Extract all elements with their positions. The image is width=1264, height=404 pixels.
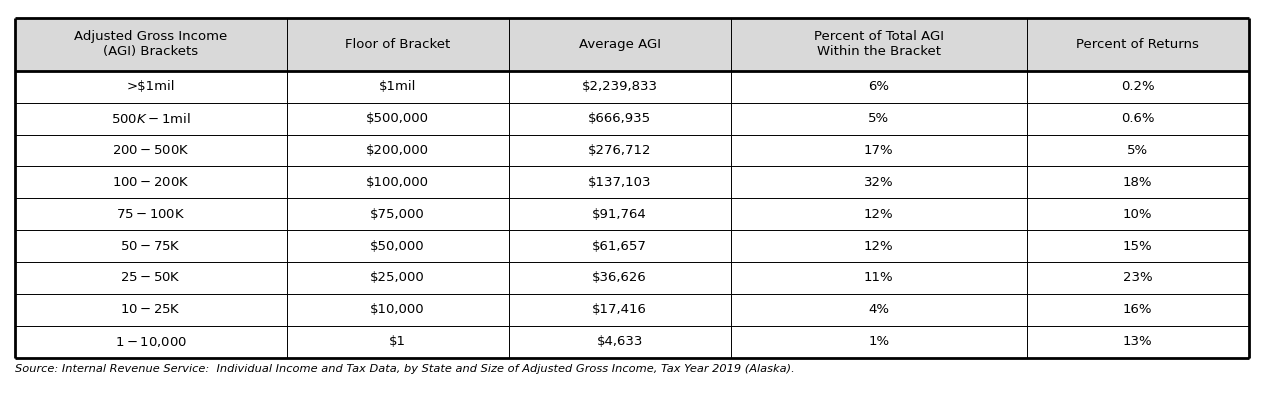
Text: 18%: 18%: [1122, 176, 1153, 189]
Text: Percent of Total AGI
Within the Bracket: Percent of Total AGI Within the Bracket: [814, 30, 944, 59]
Text: $200,000: $200,000: [367, 144, 428, 157]
Text: 5%: 5%: [868, 112, 890, 125]
Text: $25 - $50K: $25 - $50K: [120, 271, 181, 284]
Bar: [15, 135, 1249, 166]
Text: 0.2%: 0.2%: [1121, 80, 1154, 93]
Text: $500K - $1mil: $500K - $1mil: [111, 112, 191, 126]
Text: Average AGI: Average AGI: [579, 38, 661, 51]
Text: $100 - $200K: $100 - $200K: [112, 176, 190, 189]
Text: $75 - $100K: $75 - $100K: [116, 208, 186, 221]
Text: 10%: 10%: [1122, 208, 1153, 221]
Text: 16%: 16%: [1122, 303, 1153, 316]
Bar: [15, 71, 1249, 103]
Text: $100,000: $100,000: [367, 176, 428, 189]
Text: $500,000: $500,000: [367, 112, 428, 125]
Text: 32%: 32%: [863, 176, 894, 189]
Text: 1%: 1%: [868, 335, 890, 348]
Text: $91,764: $91,764: [593, 208, 647, 221]
Text: 17%: 17%: [863, 144, 894, 157]
Text: 0.6%: 0.6%: [1121, 112, 1154, 125]
Bar: [15, 198, 1249, 230]
Text: $50,000: $50,000: [370, 240, 425, 252]
Text: Adjusted Gross Income
(AGI) Brackets: Adjusted Gross Income (AGI) Brackets: [75, 30, 228, 59]
Bar: [15, 262, 1249, 294]
Text: $50 - $75K: $50 - $75K: [120, 240, 181, 252]
Text: $25,000: $25,000: [370, 271, 425, 284]
Text: 15%: 15%: [1122, 240, 1153, 252]
Text: Percent of Returns: Percent of Returns: [1077, 38, 1200, 51]
Bar: [15, 326, 1249, 358]
Text: 13%: 13%: [1122, 335, 1153, 348]
Text: $666,935: $666,935: [588, 112, 651, 125]
Text: Source: Internal Revenue Service:  Individual Income and Tax Data, by State and : Source: Internal Revenue Service: Indivi…: [15, 364, 795, 374]
Bar: [15, 18, 1249, 71]
Text: >$1mil: >$1mil: [126, 80, 176, 93]
Text: $4,633: $4,633: [597, 335, 643, 348]
Text: $137,103: $137,103: [588, 176, 651, 189]
Bar: [15, 103, 1249, 135]
Bar: [15, 166, 1249, 198]
Text: 12%: 12%: [863, 240, 894, 252]
Text: $36,626: $36,626: [593, 271, 647, 284]
Text: $276,712: $276,712: [588, 144, 651, 157]
Text: $200 - $500K: $200 - $500K: [112, 144, 190, 157]
Text: 6%: 6%: [868, 80, 890, 93]
Text: $1 - $10,000: $1 - $10,000: [115, 335, 187, 349]
Text: 23%: 23%: [1122, 271, 1153, 284]
Text: $1mil: $1mil: [379, 80, 416, 93]
Text: $17,416: $17,416: [593, 303, 647, 316]
Text: $61,657: $61,657: [593, 240, 647, 252]
Text: $75,000: $75,000: [370, 208, 425, 221]
Text: $10 - $25K: $10 - $25K: [120, 303, 181, 316]
Text: 5%: 5%: [1127, 144, 1149, 157]
Bar: [15, 294, 1249, 326]
Text: Floor of Bracket: Floor of Bracket: [345, 38, 450, 51]
Text: 4%: 4%: [868, 303, 890, 316]
Text: $2,239,833: $2,239,833: [581, 80, 657, 93]
Bar: [15, 230, 1249, 262]
Text: 11%: 11%: [863, 271, 894, 284]
Text: 12%: 12%: [863, 208, 894, 221]
Text: $1: $1: [389, 335, 406, 348]
Text: $10,000: $10,000: [370, 303, 425, 316]
